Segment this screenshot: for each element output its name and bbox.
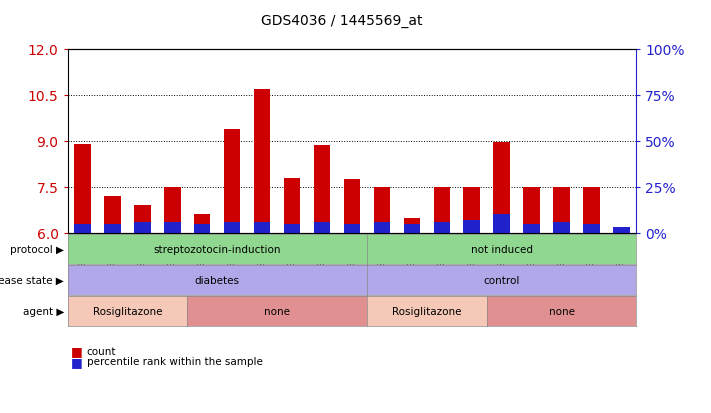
Bar <box>583 188 599 233</box>
Text: ■: ■ <box>71 344 83 358</box>
Bar <box>613 228 630 233</box>
Bar <box>464 221 480 233</box>
Bar <box>254 222 270 233</box>
Text: Rosiglitazone: Rosiglitazone <box>392 306 461 316</box>
Bar <box>374 222 390 233</box>
Bar <box>134 206 151 233</box>
Bar <box>374 188 390 233</box>
Text: control: control <box>483 275 520 285</box>
Bar <box>464 188 480 233</box>
Bar <box>164 188 181 233</box>
Text: count: count <box>87 346 116 356</box>
Bar <box>194 224 210 233</box>
Text: disease state ▶: disease state ▶ <box>0 275 64 285</box>
Bar <box>553 188 570 233</box>
Bar <box>224 222 240 233</box>
Bar <box>583 224 599 233</box>
Bar <box>134 222 151 233</box>
Text: none: none <box>548 306 574 316</box>
Bar <box>194 215 210 233</box>
Text: GDS4036 / 1445569_at: GDS4036 / 1445569_at <box>260 14 422 28</box>
Bar <box>343 180 360 233</box>
Bar <box>105 224 121 233</box>
Bar <box>314 146 330 233</box>
Bar <box>523 188 540 233</box>
Text: percentile rank within the sample: percentile rank within the sample <box>87 356 262 366</box>
Bar <box>493 215 510 233</box>
Bar <box>105 197 121 233</box>
Bar <box>224 129 240 233</box>
Text: diabetes: diabetes <box>195 275 240 285</box>
Text: agent ▶: agent ▶ <box>23 306 64 316</box>
Bar <box>553 222 570 233</box>
Bar <box>523 224 540 233</box>
Bar <box>434 188 450 233</box>
Text: ■: ■ <box>71 355 83 368</box>
Bar <box>404 218 420 233</box>
Text: protocol ▶: protocol ▶ <box>10 244 64 254</box>
Bar <box>613 232 630 233</box>
Bar <box>314 222 330 233</box>
Bar <box>284 224 300 233</box>
Bar <box>164 222 181 233</box>
Bar <box>254 89 270 233</box>
Bar <box>404 224 420 233</box>
Bar <box>74 145 91 233</box>
Bar <box>284 178 300 233</box>
Bar <box>493 143 510 233</box>
Text: streptozotocin-induction: streptozotocin-induction <box>154 244 281 254</box>
Text: none: none <box>264 306 290 316</box>
Text: not induced: not induced <box>471 244 533 254</box>
Bar <box>434 222 450 233</box>
Bar <box>343 224 360 233</box>
Text: Rosiglitazone: Rosiglitazone <box>92 306 162 316</box>
Bar <box>74 224 91 233</box>
